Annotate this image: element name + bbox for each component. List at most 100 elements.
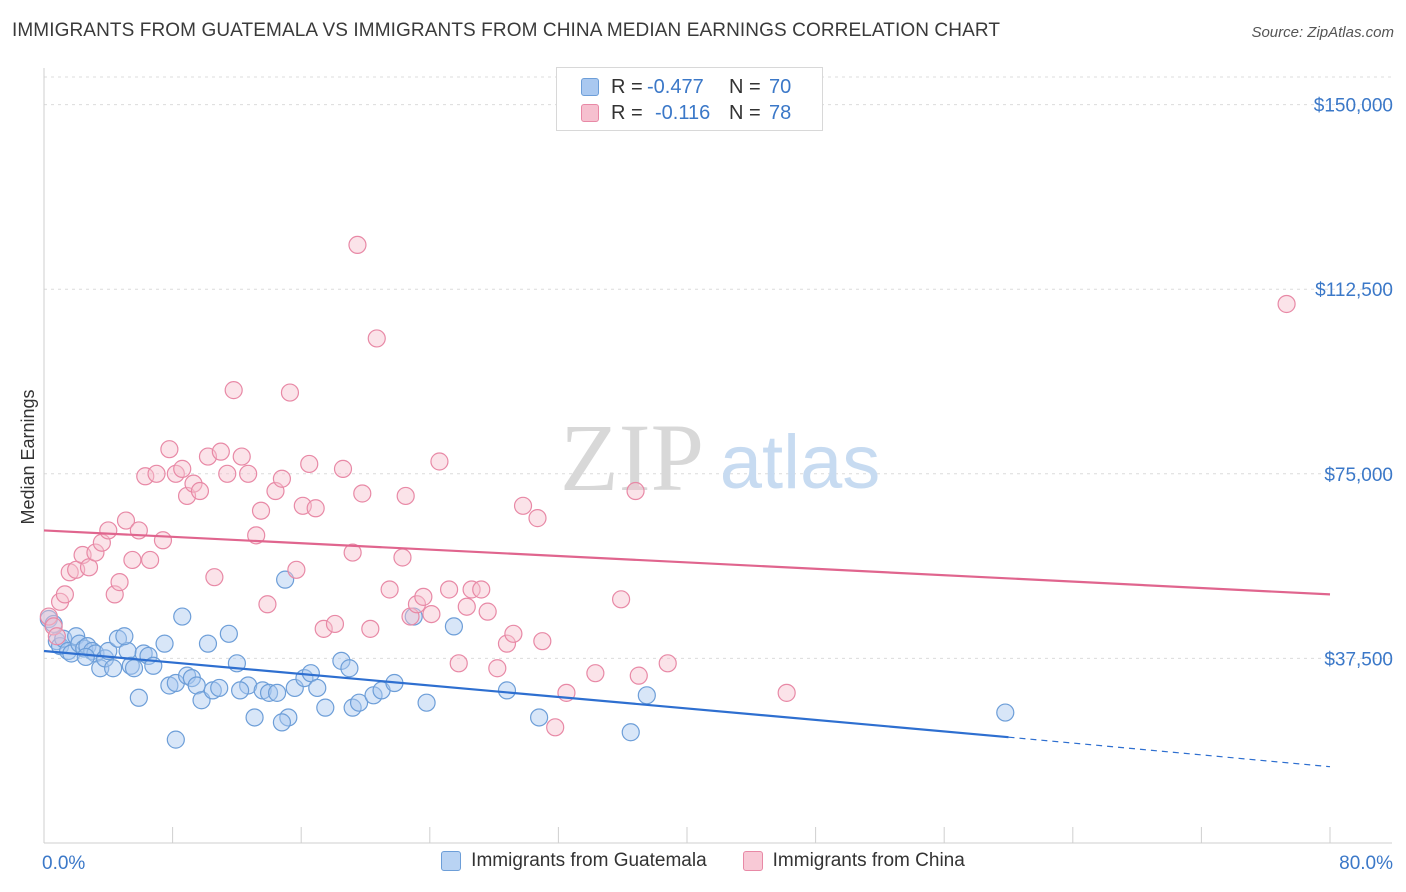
legend-row-guatemala: R = -0.477 N = 70 [581, 74, 791, 100]
china-point [190, 481, 210, 501]
china-point [211, 442, 230, 461]
guatemala-point [99, 641, 118, 661]
watermark-zip: ZIP [560, 404, 704, 511]
legend-n-label: N = [729, 101, 761, 124]
guatemala-point [267, 683, 287, 702]
guatemala-trend-line-extension [1008, 736, 1331, 768]
china-point [353, 484, 372, 503]
china-point [86, 543, 105, 562]
china-point [478, 602, 497, 621]
china-point [239, 464, 258, 483]
china-point [396, 486, 415, 506]
source-label: Source: ZipAtlas.com [1251, 24, 1394, 41]
china-point [422, 604, 441, 624]
china-point [629, 666, 648, 685]
china-point [300, 454, 319, 474]
legend-item-guatemala: Immigrants from Guatemala [441, 850, 707, 872]
china-point [47, 627, 66, 646]
china-point [116, 511, 136, 530]
china-point [367, 329, 386, 348]
legend-r-label: R = [611, 101, 643, 124]
guatemala-point [231, 681, 250, 700]
china-point [343, 543, 362, 562]
china-point [173, 459, 192, 478]
china-point [472, 580, 491, 599]
series-legend: Immigrants from Guatemala Immigrants fro… [0, 850, 1406, 872]
china-point [414, 587, 433, 606]
china-point [280, 383, 300, 402]
china-point [147, 464, 166, 483]
china-point [393, 548, 412, 567]
china-point [140, 550, 160, 570]
legend-swatch-guatemala [581, 78, 599, 96]
axes [43, 68, 1392, 844]
grid-lines [44, 76, 1392, 659]
china-point [546, 718, 565, 737]
legend-r-value: -0.477 [647, 75, 704, 98]
watermark-atlas: atlas [720, 420, 881, 505]
china-point [658, 654, 677, 673]
guatemala-point [134, 644, 153, 663]
china-point [232, 447, 251, 466]
guatemala-point [115, 627, 134, 646]
y-axis-label: Median Earnings [18, 389, 38, 524]
china-point [457, 597, 476, 616]
china-point [205, 568, 224, 587]
y-tick-label: $150,000 [1314, 96, 1393, 117]
y-tick-label: $37,500 [1324, 649, 1393, 670]
guatemala-point [497, 681, 517, 700]
china-point [439, 580, 459, 599]
china-point [247, 526, 266, 545]
legend-swatch-china [742, 851, 763, 871]
guatemala-point [621, 723, 640, 742]
trend-lines [43, 529, 1331, 768]
guatemala-point [417, 693, 436, 712]
china-point [55, 585, 74, 604]
china-point [314, 619, 333, 638]
china-point [153, 531, 173, 550]
china-point [123, 550, 142, 570]
china-point [306, 499, 325, 518]
china-point [777, 683, 796, 702]
legend-swatch-china [581, 104, 599, 122]
china-point [528, 509, 547, 528]
china-point [462, 580, 481, 599]
china-point [380, 580, 399, 599]
china-point [99, 521, 118, 540]
china-point [110, 573, 129, 592]
guatemala-point [155, 634, 174, 653]
guatemala-point [177, 666, 197, 685]
legend-n-value: 78 [769, 101, 792, 124]
china-point [184, 474, 203, 493]
guatemala-point [76, 647, 95, 667]
guatemala-point [91, 659, 110, 678]
x-tick-labels: 0.0% 80.0% [42, 853, 1393, 874]
guatemala-point [308, 678, 327, 698]
china-point [488, 659, 507, 678]
guatemala-point [219, 624, 238, 643]
china-point [272, 469, 292, 488]
guatemala-point [129, 688, 148, 707]
china-point [287, 560, 306, 579]
guatemala-point [349, 693, 369, 712]
guatemala-point [272, 713, 292, 732]
legend-n-label: N = [729, 75, 761, 98]
legend-n-value: 70 [769, 75, 792, 98]
guatemala-point [530, 708, 549, 727]
guatemala-point [124, 659, 144, 678]
china-point [251, 501, 271, 520]
y-tick-label: $75,000 [1324, 465, 1393, 486]
correlation-legend: R = -0.477 N = 70 R = -0.116 N = 78 [556, 67, 823, 131]
guatemala-point [285, 678, 304, 698]
legend-r-label: R = [611, 75, 643, 98]
china-point [348, 235, 367, 255]
legend-r-value: -0.116 [655, 101, 711, 124]
legend-swatch-guatemala [441, 851, 462, 871]
china-trend-line [43, 529, 1331, 596]
legend-item-china: Immigrants from China [742, 850, 965, 872]
legend-label-china: Immigrants from China [772, 850, 965, 871]
chart-title: IMMIGRANTS FROM GUATEMALA VS IMMIGRANTS … [12, 20, 1001, 41]
china-point [430, 452, 449, 471]
china-point [361, 619, 380, 638]
legend-label-guatemala: Immigrants from Guatemala [471, 850, 707, 871]
